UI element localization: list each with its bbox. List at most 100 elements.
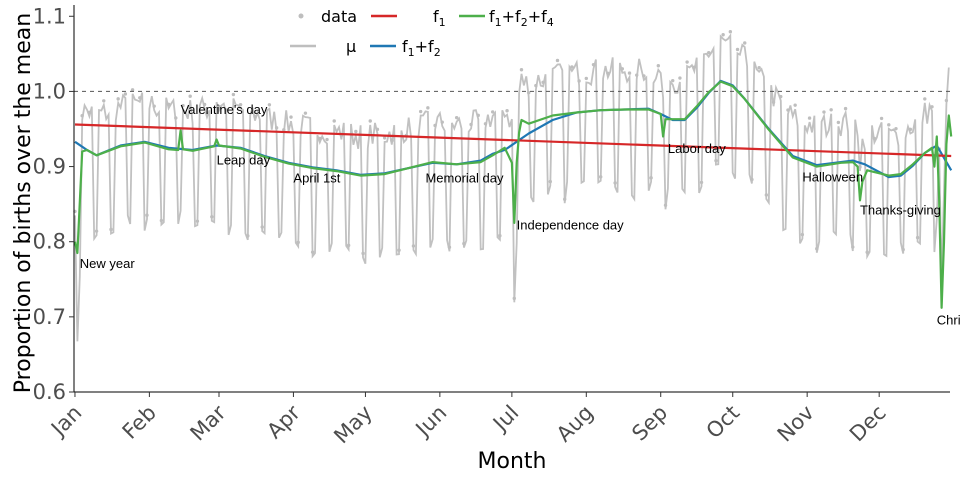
data-point: [577, 79, 581, 83]
data-point: [908, 127, 913, 132]
data-point: [505, 109, 509, 113]
data-point: [930, 105, 934, 109]
data-point: [418, 109, 423, 114]
data-point: [238, 102, 243, 107]
data-point: [433, 123, 437, 128]
data-point: [663, 203, 668, 207]
data-point: [807, 116, 812, 120]
data-point: [541, 80, 545, 84]
data-point: [411, 244, 416, 248]
data-point: [944, 98, 949, 103]
data-point: [282, 128, 286, 132]
legend-label-f1-f2-f4: f1+f2+f4: [489, 7, 554, 29]
data-point: [361, 251, 365, 256]
legend-label-f1-f2: f1+f2: [402, 37, 441, 59]
data-point: [584, 76, 589, 81]
data-point: [836, 120, 841, 125]
data-point: [116, 97, 120, 101]
legend: data f1 f1+f2+f4 μ f1+f2: [290, 7, 554, 59]
data-point: [303, 111, 308, 115]
data-point: [671, 78, 675, 83]
data-point: [649, 176, 653, 180]
data-point: [692, 65, 697, 69]
data-point: [447, 245, 452, 249]
data-point: [793, 103, 797, 107]
data-point: [570, 65, 574, 69]
data-point: [815, 247, 819, 251]
x-tick-label: Oct: [702, 401, 745, 444]
data-point: [267, 103, 272, 107]
data-point: [325, 137, 329, 142]
data-point: [887, 123, 891, 127]
legend-label-mu: μ: [346, 37, 356, 56]
y-tick-label: 1.1: [33, 4, 66, 28]
data-point: [901, 247, 905, 252]
annotation-label: Memorial day: [425, 170, 504, 185]
data-point: [181, 103, 185, 108]
data-point: [865, 250, 869, 254]
data-point: [779, 94, 783, 99]
annotations: New year Valentine's day Leap day April 1st…: [80, 102, 960, 327]
data-point: [656, 64, 661, 68]
data-point: [87, 110, 92, 115]
data-point: [498, 234, 502, 238]
data-point: [750, 177, 754, 182]
data-point: [145, 213, 149, 217]
data-point: [714, 158, 718, 163]
x-tick-label: Jun: [410, 401, 452, 443]
data-point: [555, 58, 560, 63]
data-point: [195, 219, 200, 223]
data-point: [130, 88, 135, 92]
data-point: [728, 29, 733, 34]
data-point: [858, 165, 862, 169]
data-point: [627, 71, 632, 75]
data-point: [843, 106, 848, 111]
data-point: [894, 126, 898, 131]
data-point: [390, 138, 394, 143]
data-series-line: [74, 33, 950, 342]
data-point: [707, 51, 711, 55]
data-point: [231, 92, 236, 97]
data-point: [591, 62, 596, 67]
data-point: [310, 250, 315, 254]
data-point: [152, 104, 156, 108]
annotation-label: Valentine's day: [181, 102, 268, 117]
data-point: [757, 66, 761, 70]
y-tick-label: 1.0: [33, 79, 66, 103]
data-point: [246, 234, 250, 238]
data-point: [562, 197, 567, 201]
data-point: [123, 92, 128, 96]
data-point: [375, 127, 380, 132]
x-tick-label: Jan: [45, 401, 86, 442]
data-point: [764, 193, 769, 197]
data-point: [210, 215, 214, 219]
annotation-label: Thanks-giving: [860, 203, 941, 218]
data-point: [743, 41, 747, 45]
data-point: [512, 296, 516, 301]
data-point: [469, 122, 473, 127]
data-point: [102, 99, 106, 103]
data-point: [851, 245, 855, 249]
data-point: [635, 73, 639, 77]
data-point: [735, 47, 740, 52]
data-point: [606, 71, 610, 75]
data-point: [771, 100, 776, 104]
x-tick-label: Aug: [552, 401, 598, 447]
x-tick-label: Apr: [262, 400, 305, 443]
data-point: [462, 241, 466, 246]
x-tick-label: Nov: [773, 401, 819, 447]
data-point: [253, 114, 257, 119]
data-point: [80, 113, 84, 118]
annotation-label: Independence day: [517, 218, 624, 233]
data-point: [872, 136, 877, 141]
x-tick-label: Jul: [487, 401, 523, 437]
data-point: [217, 104, 221, 109]
x-tick-label: Sep: [627, 401, 672, 446]
y-axis-title: Proportion of births over the mean: [11, 13, 36, 393]
data-point: [188, 94, 192, 98]
legend-label-data: data: [321, 7, 357, 26]
data-point: [289, 115, 293, 119]
annotation-label: New year: [80, 256, 136, 271]
data-point: [721, 33, 725, 37]
